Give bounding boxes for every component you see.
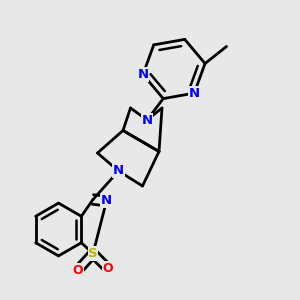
Text: N: N [101,194,112,208]
Text: N: N [137,68,148,81]
Text: O: O [103,262,113,275]
Text: N: N [113,164,124,178]
Text: N: N [189,87,200,100]
Text: S: S [88,247,98,260]
Text: N: N [141,113,153,127]
Text: O: O [73,263,83,277]
